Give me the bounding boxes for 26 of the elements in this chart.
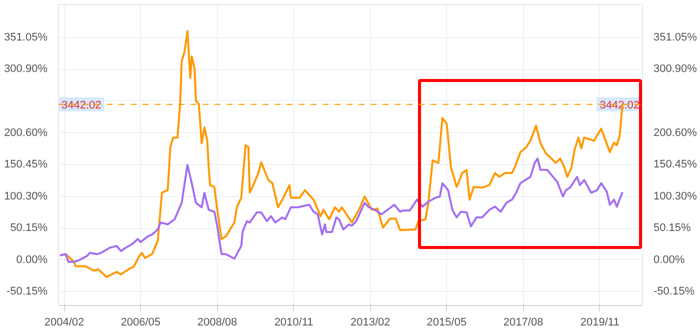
y2-tick-label: 0.00% (654, 254, 685, 266)
x-tick-label: 2019/11 (580, 316, 620, 328)
y2-tick-label: 300.90% (654, 63, 698, 76)
y-tick-label: -50.15% (6, 286, 48, 298)
x-tick-label: 2017/08 (503, 316, 544, 328)
y-tick-label: 351.05% (4, 31, 48, 44)
y-tick-label: 300.90% (4, 63, 48, 76)
annotation: 3442.02 (62, 99, 102, 112)
y2-tick-label: -50.15% (654, 286, 695, 298)
y-tick-label: 150.45% (4, 158, 48, 171)
x-tick-label: 2015/05 (426, 316, 467, 328)
y2-tick-label: 100.30% (654, 190, 698, 202)
line-series (58, 157, 624, 263)
y2-tick-label: 150.45% (654, 158, 698, 171)
y-tick-label: 100.30% (4, 190, 48, 202)
x-tick-label: 2004/02 (44, 316, 84, 328)
x-tick-label: 2008/08 (197, 316, 238, 328)
y2-tick-label: 200.60% (654, 126, 698, 139)
y-tick-label: 50.15% (10, 222, 48, 234)
y2-tick-label: 50.15% (654, 222, 692, 234)
x-tick-label: 2006/05 (120, 316, 161, 328)
x-tick-label: 2013/02 (350, 316, 390, 328)
x-tick-label: 2010/11 (274, 316, 314, 328)
y2-tick-label: 351.05% (654, 31, 698, 44)
y-tick-label: 200.60% (4, 126, 48, 139)
y-tick-label: 0.00% (16, 254, 48, 266)
